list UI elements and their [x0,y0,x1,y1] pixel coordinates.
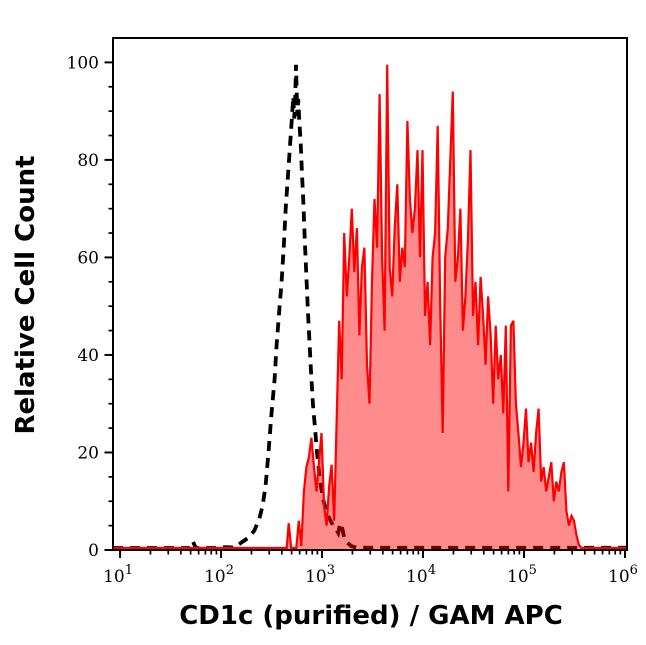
x-axis-tick-label: 105 [507,563,537,587]
y-axis-tick-label: 60 [77,248,99,268]
x-axis-tick-exponent: 6 [630,563,638,578]
y-axis-title: Relative Cell Count [11,155,41,435]
x-axis-tick-label: 103 [305,563,335,587]
x-axis-tick-exponent: 5 [529,563,537,578]
y-axis-tick-label: 0 [88,541,99,561]
y-axis-tick-label: 20 [77,443,99,463]
stained-histogram-line [113,64,627,550]
x-axis-tick-label: 101 [103,563,133,587]
x-axis-title: CD1c (purified) / GAM APC [179,601,563,631]
x-axis-tick-label: 104 [406,563,436,587]
stained-histogram-fill [113,64,627,551]
y-axis-tick-label: 80 [77,151,99,171]
x-axis-tick-label: 106 [608,563,638,587]
x-axis-tick-exponent: 3 [327,563,335,578]
x-axis-tick-exponent: 2 [226,563,234,578]
x-axis-tick-exponent: 1 [125,563,133,578]
y-axis-tick-label: 40 [77,346,99,366]
y-axis-tick-label: 100 [67,53,99,73]
x-axis-tick-label: 102 [204,563,234,587]
x-axis-tick-exponent: 4 [428,563,436,578]
